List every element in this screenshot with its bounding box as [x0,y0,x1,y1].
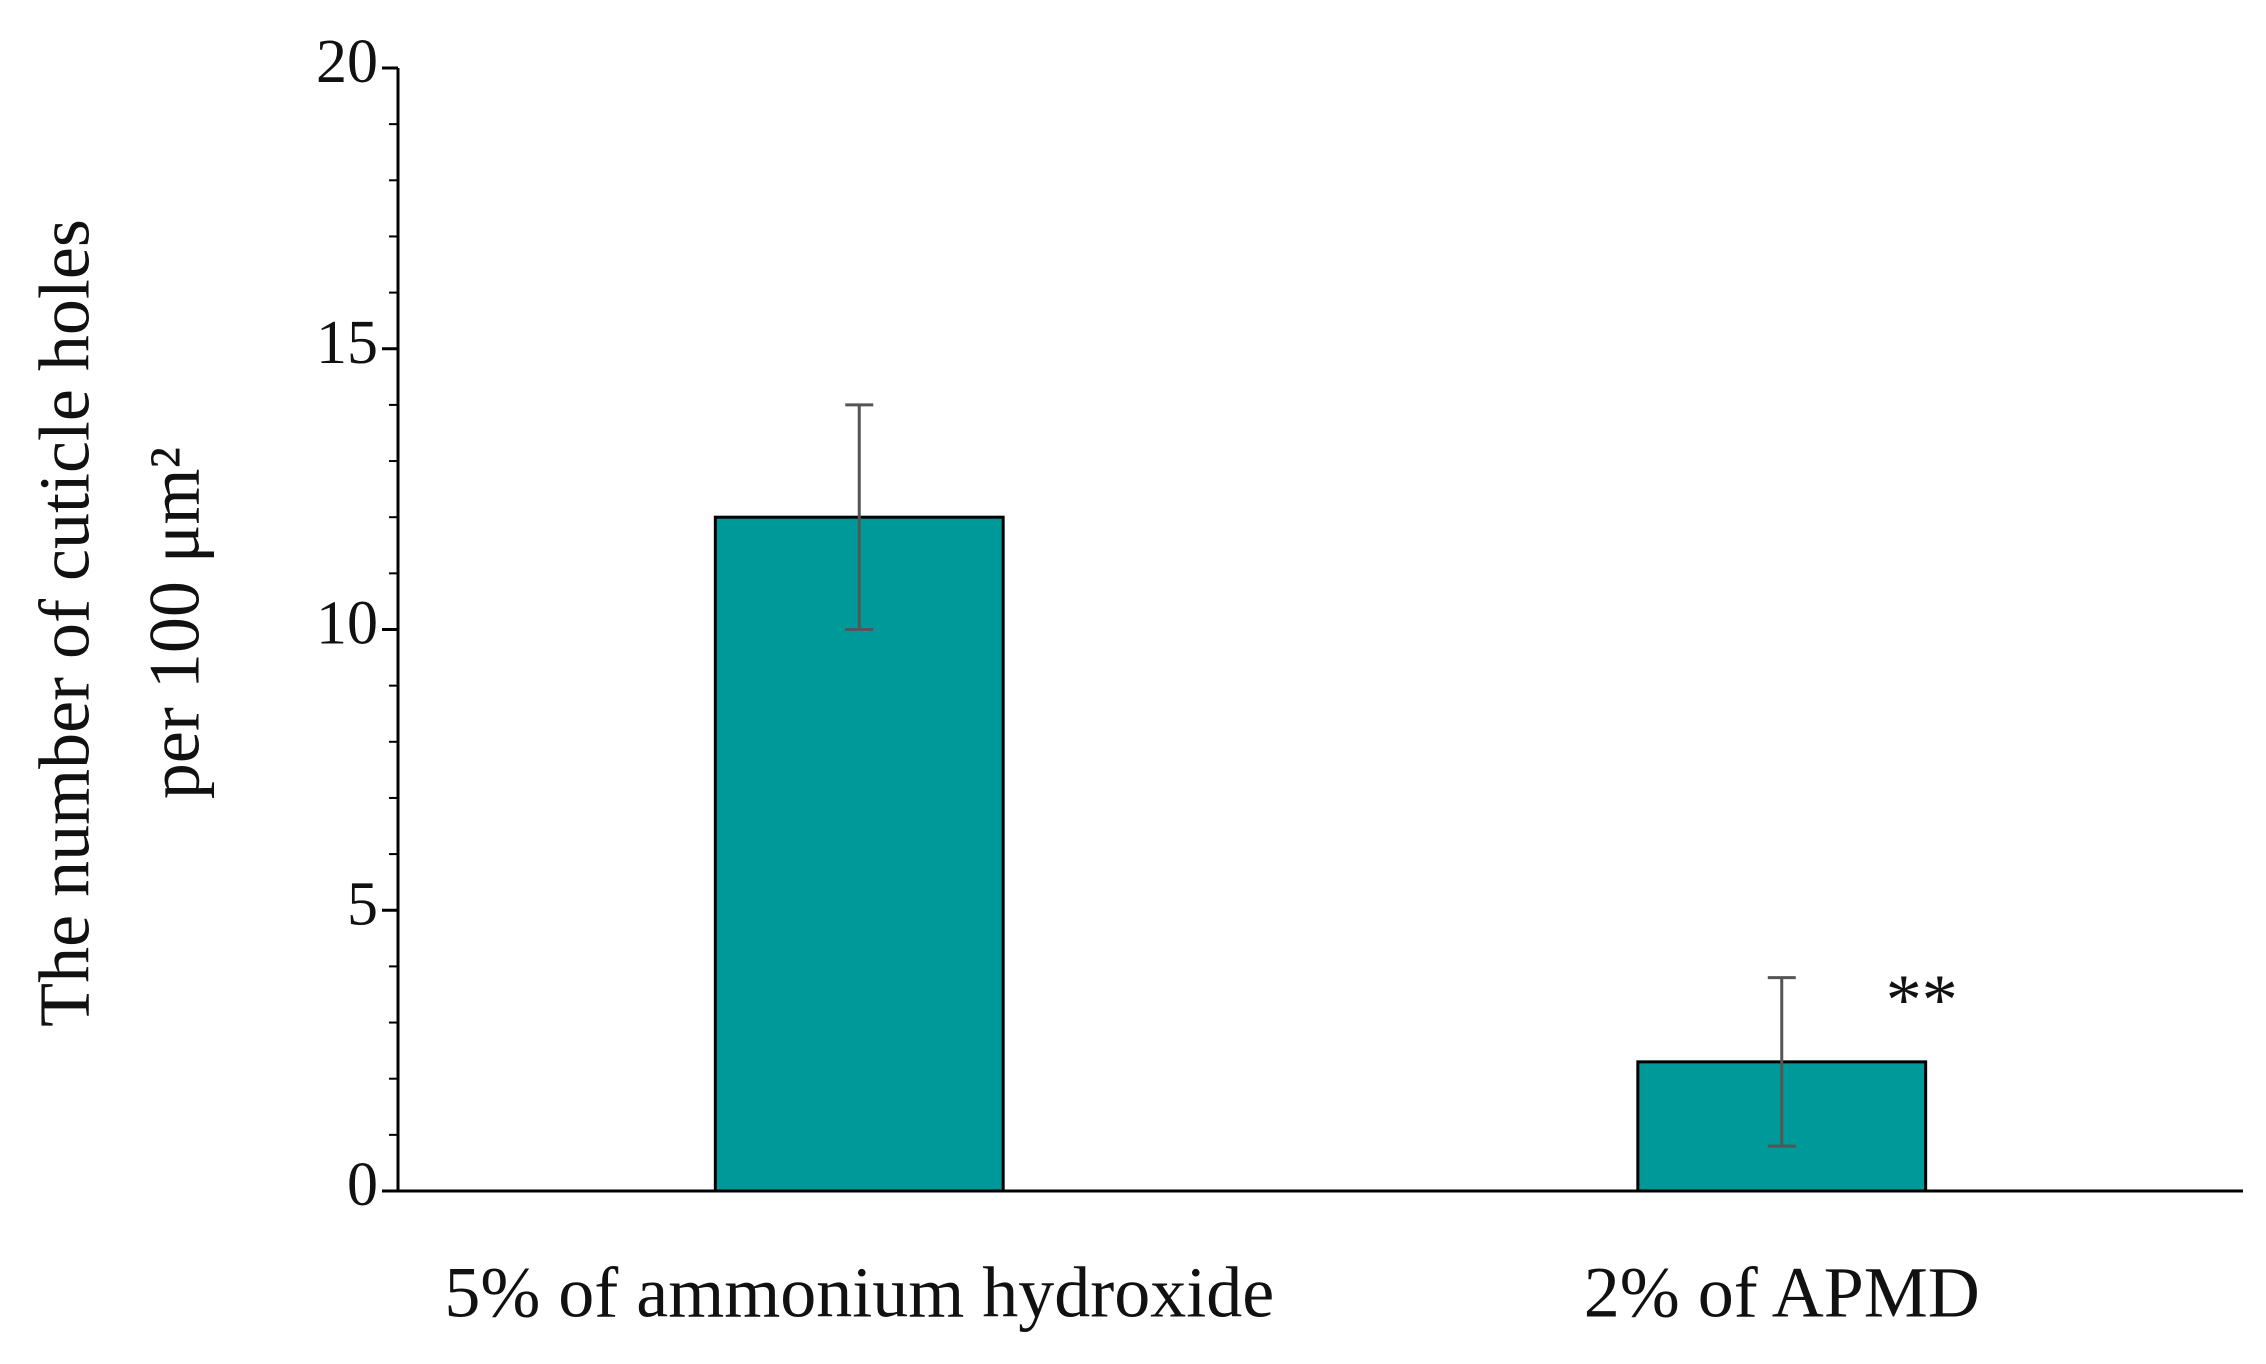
x-tick-label: 2% of APMD [1584,1253,1980,1333]
y-axis-title-line: per 100 μm² [135,447,215,799]
y-tick-label: 5 [347,870,378,938]
y-tick-label: 20 [316,28,378,96]
y-axis-title-line: The number of cuticle holes [25,219,105,1027]
annotation: ** [1886,960,1958,1040]
y-tick-label: 0 [347,1151,378,1219]
y-tick-label: 15 [316,309,378,377]
x-tick-label: 5% of ammonium hydroxide [444,1253,1274,1333]
y-axis-title: The number of cuticle holes per 100 μm² [25,219,215,1027]
y-tick-label: 10 [316,590,378,658]
